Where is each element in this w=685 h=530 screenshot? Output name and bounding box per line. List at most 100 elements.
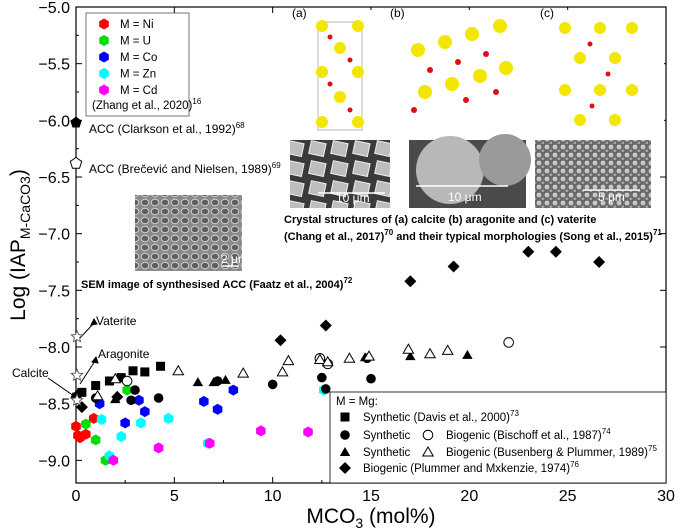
mg-legend-row-3b: Biogenic (Busenberg & Plummer, 1989)75: [446, 444, 657, 459]
x-tick-label: 15: [362, 488, 380, 505]
legend-marker-synthetic-busenberg: [339, 447, 351, 456]
point-synthetic-davis-et-al-2000: [140, 367, 150, 377]
x-tick-label: 20: [460, 488, 478, 505]
panel-b-label: (b): [390, 6, 405, 20]
point-synthetic-busenberg-plummer-1989: [220, 374, 231, 384]
point-biogenic-busenberg-plummer-1989: [441, 344, 454, 355]
point-ni: [71, 420, 81, 432]
crystal-structure-b-image: [398, 10, 528, 135]
point-synthetic-davis-et-al-2000: [128, 366, 138, 376]
point-cd: [303, 426, 313, 438]
point-biogenic-plummer-and-mxkenzie-1974: [72, 388, 84, 401]
point-biogenic-plummer-and-mxkenzie-1974: [593, 256, 606, 268]
point-zn: [136, 417, 146, 429]
panel-a-label: (a): [292, 6, 307, 20]
metal-legend: M = Ni M = U M = Co M = Zn M = Cd: [85, 12, 190, 117]
legend-label: M = Ni: [120, 19, 154, 31]
y-tick-label: −7.5: [38, 283, 70, 300]
acc-brecevic-label: ACC (Brečević and Nielsen, 1989)69: [89, 161, 281, 176]
point-synthetic-bischoff-et-al-1987: [153, 393, 164, 403]
point-biogenic-busenberg-plummer-1989: [423, 347, 437, 359]
sem-acc-image: 2 μm: [135, 195, 248, 271]
data-marks: [69, 116, 606, 466]
sem-calcite-image: 10 μm: [290, 140, 390, 208]
axis-ticks: 0 5 10 15 20 25 30 −5.0 −5.5 −6.0 −6.5 −7.0 −7.5 −8.0…: [38, 0, 675, 505]
point-biogenic-busenberg-plummer-1989: [313, 353, 326, 364]
point-synthetic-bischoff-et-al-1987: [366, 373, 376, 384]
legend-marker-synthetic-bischoff: [340, 430, 350, 440]
point-biogenic-bischoff-et-al-1987: [503, 337, 514, 348]
point-synthetic-busenberg-plummer-1989: [462, 349, 473, 359]
point-co: [212, 403, 223, 415]
point-co: [199, 395, 209, 407]
reference-point-acc-bre-evi-and-nielsen-1989: [69, 156, 83, 169]
sem-aragonite-image: 10 μm: [409, 134, 531, 208]
legend-label: M = Co: [120, 52, 157, 64]
point-u: [90, 434, 101, 446]
x-tick-label: 0: [72, 488, 81, 505]
point-zn: [96, 414, 107, 425]
metal-legend-citation: (Zhang et al., 2020)16: [92, 97, 202, 112]
point-biogenic-busenberg-plummer-1989: [237, 367, 250, 378]
point-cd: [205, 437, 215, 449]
mg-legend-title: M = Mg:: [336, 396, 378, 408]
point-biogenic-busenberg-plummer-1989: [343, 352, 356, 363]
y-tick-label: −6.5: [38, 170, 70, 187]
point-biogenic-busenberg-plummer-1989: [321, 355, 334, 367]
point-biogenic-bischoff-et-al-1987: [121, 375, 133, 387]
reference-point-aragonite: [70, 368, 84, 382]
point-synthetic-bischoff-et-al-1987: [130, 385, 140, 395]
point-biogenic-busenberg-plummer-1989: [109, 372, 122, 384]
point-synthetic-bischoff-et-al-1987: [317, 372, 327, 383]
vaterite-label: Vaterite: [96, 314, 137, 328]
reference-point-vaterite: [70, 329, 84, 343]
point-biogenic-busenberg-plummer-1989: [362, 350, 376, 361]
point-synthetic-busenberg-plummer-1989: [208, 377, 219, 387]
mg-legend-row-2a: Synthetic: [363, 430, 411, 442]
sem-caption: SEM image of synthesised ACC (Faatz et a…: [81, 276, 353, 291]
reference-point-acc-clarkson-et-al-1992: [70, 116, 82, 128]
legend-marker-synthetic-davis: [340, 412, 350, 422]
point-biogenic-plummer-and-mxkenzie-1974: [404, 275, 417, 288]
point-u: [122, 384, 132, 396]
point-biogenic-busenberg-plummer-1989: [172, 364, 185, 376]
y-tick-label: −7.0: [38, 227, 70, 244]
x-tick-label: 10: [264, 488, 282, 505]
point-synthetic-busenberg-plummer-1989: [192, 377, 204, 387]
legend-marker-m-cd: [99, 84, 109, 96]
x-tick-label: 5: [170, 488, 179, 505]
legend-label: M = Zn: [120, 69, 156, 81]
legend-marker-m-co: [99, 51, 109, 63]
point-u: [81, 418, 91, 430]
point-biogenic-plummer-and-mxkenzie-1974: [111, 390, 124, 403]
y-tick-label: −5.5: [38, 57, 70, 74]
x-axis-title: MCO3 (mol%): [306, 505, 435, 530]
point-synthetic-davis-et-al-2000: [77, 387, 87, 397]
point-co: [228, 384, 239, 396]
y-tick-label: −8.5: [38, 397, 70, 414]
mg-legend: [329, 391, 667, 484]
point-synthetic-davis-et-al-2000: [156, 361, 166, 371]
point-cd: [108, 454, 119, 466]
scale-bar-c: 5 μm: [598, 190, 625, 204]
point-biogenic-busenberg-plummer-1989: [91, 389, 104, 401]
point-co: [120, 417, 130, 429]
crystal-caption-line-1: Crystal structures of (a) calcite (b) ar…: [284, 214, 596, 226]
scale-bar-a: 10 μm: [336, 191, 370, 205]
point-zn: [116, 431, 126, 442]
acc-clarkson-label: ACC (Clarkson et al., 1992)68: [89, 121, 245, 136]
point-co: [134, 394, 144, 406]
panel-c-label: (c): [540, 6, 554, 20]
y-axis-title: Log (IAPM-CaCO3): [7, 169, 33, 321]
legend-marker-m-u: [99, 35, 109, 46]
mg-legend-row-3a: Synthetic: [363, 447, 411, 459]
point-biogenic-busenberg-plummer-1989: [402, 343, 415, 354]
point-biogenic-plummer-and-mxkenzie-1974: [447, 260, 460, 273]
legend-marker-m-zn: [99, 68, 109, 79]
point-synthetic-davis-et-al-2000: [104, 376, 114, 386]
crystal-caption-line-2: (Chang et al., 2017)70 and their typical…: [284, 228, 662, 243]
point-synthetic-bischoff-et-al-1987: [320, 384, 331, 394]
point-synthetic-bischoff-et-al-1987: [126, 395, 136, 406]
point-biogenic-plummer-and-mxkenzie-1974: [274, 334, 287, 347]
